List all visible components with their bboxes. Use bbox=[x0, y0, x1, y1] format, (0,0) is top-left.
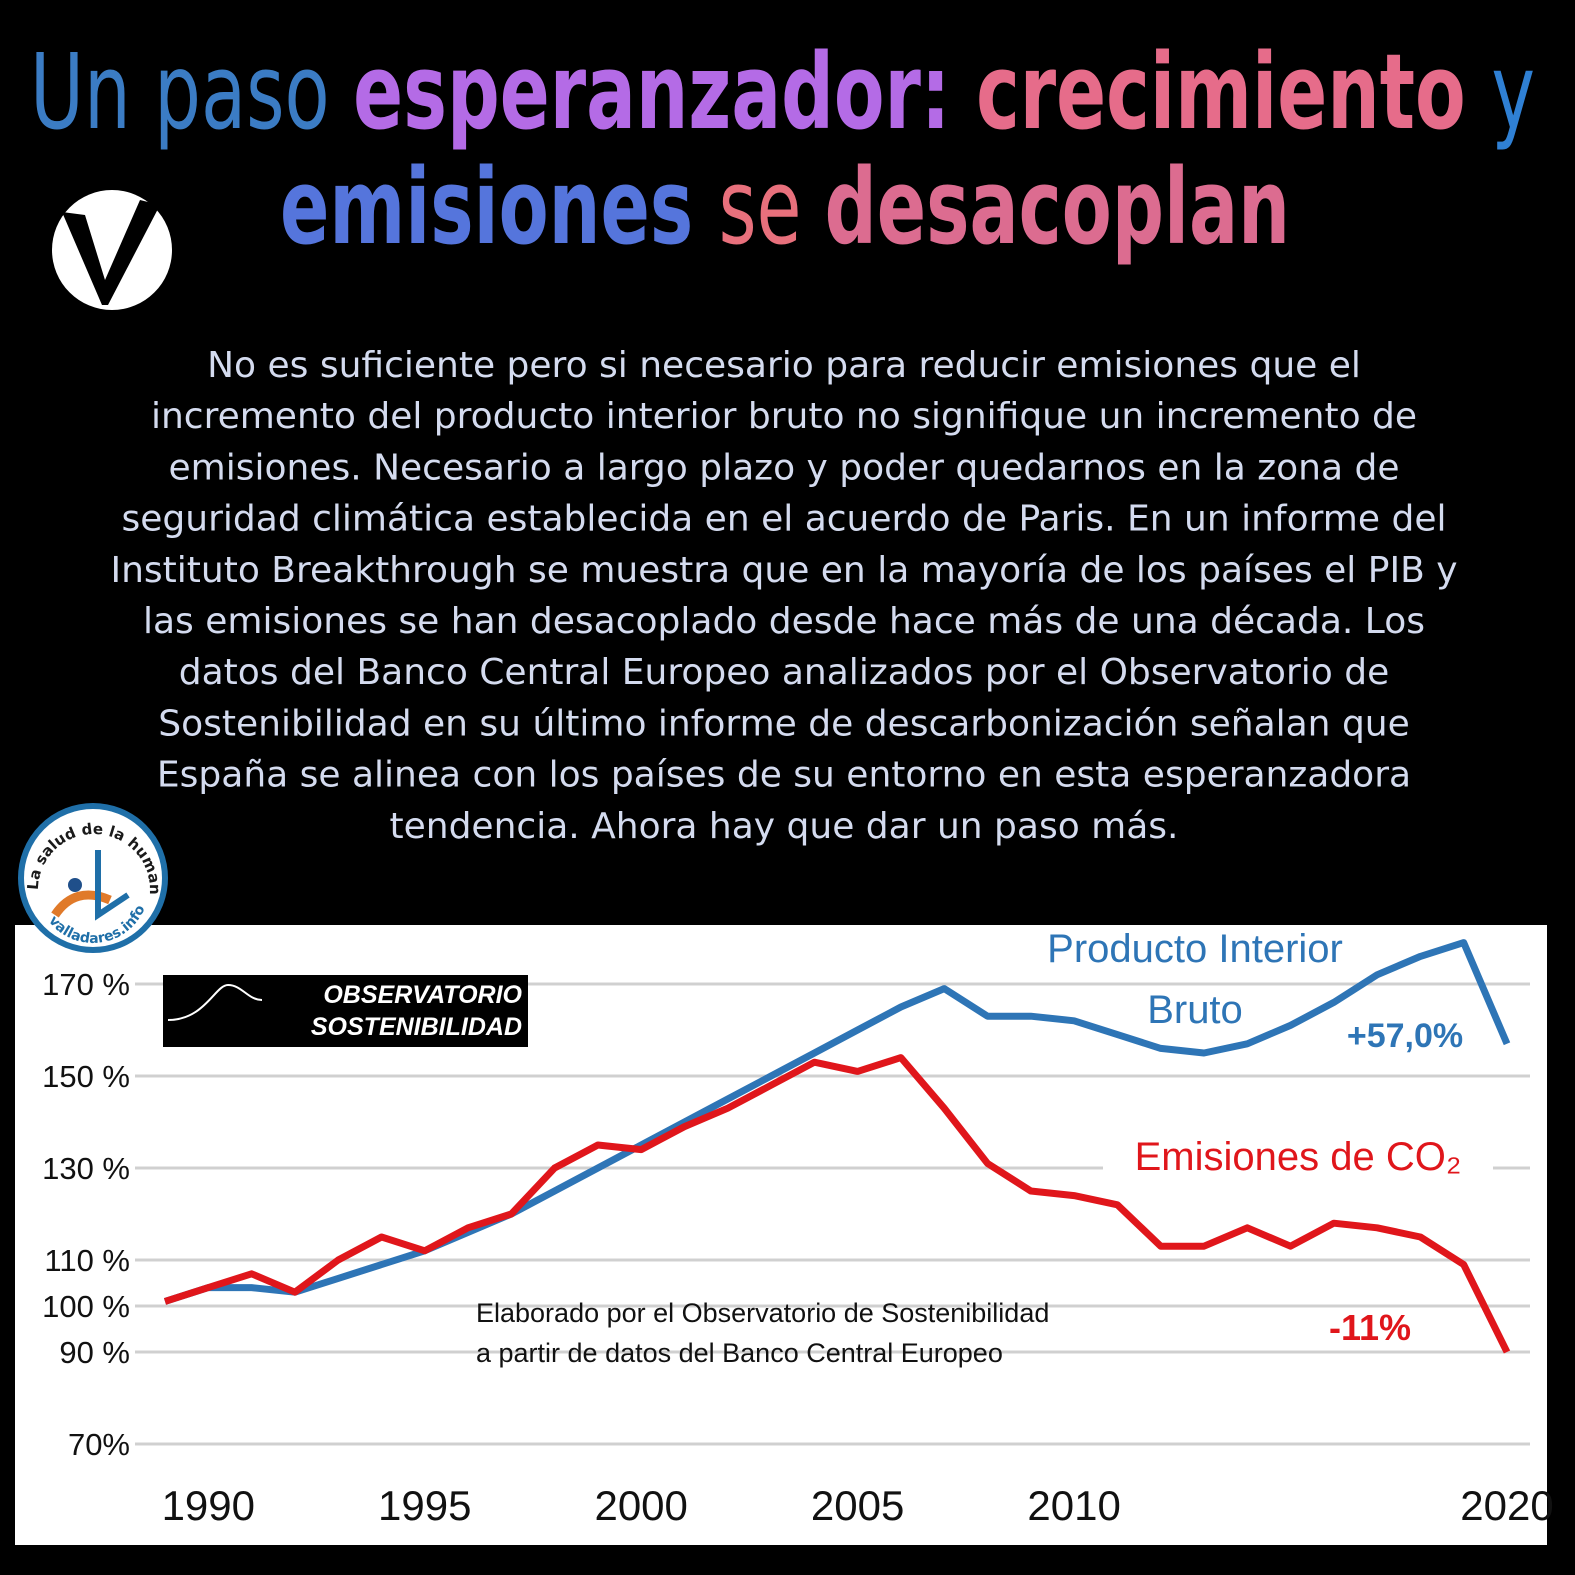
title-segment: y bbox=[1491, 31, 1535, 153]
x-tick-label: 1995 bbox=[378, 1482, 471, 1529]
series-line bbox=[163, 939, 1511, 1305]
v-logo bbox=[52, 190, 172, 310]
observatorio-logo: OBSERVATORIO SOSTENIBILIDAD bbox=[163, 975, 528, 1047]
badge-l bbox=[95, 850, 130, 921]
y-tick-label: 90 % bbox=[59, 1335, 130, 1370]
badge-arc bbox=[51, 890, 112, 918]
annotation: +57,0% bbox=[1347, 1017, 1463, 1055]
annotation: a partir de datos del Banco Central Euro… bbox=[476, 1338, 1003, 1368]
title-line: Un paso esperanzador: crecimiento y bbox=[30, 31, 1535, 153]
logo-text: OBSERVATORIO bbox=[323, 981, 522, 1009]
body-line: datos del Banco Central Europeo analizad… bbox=[179, 652, 1389, 693]
x-tick-label: 2005 bbox=[811, 1482, 904, 1529]
x-tick-label: 2020 bbox=[1460, 1482, 1553, 1529]
body-line: incremento del producto interior bruto n… bbox=[151, 396, 1417, 437]
y-tick-label: 130 % bbox=[42, 1151, 130, 1186]
body-line: No es suficiente pero si necesario para … bbox=[207, 345, 1361, 386]
y-tick-label: 170 % bbox=[42, 967, 130, 1002]
body-line: seguridad climática establecida en el ac… bbox=[122, 499, 1447, 540]
logo-text: SOSTENIBILIDAD bbox=[311, 1013, 522, 1041]
logo-v bbox=[62, 200, 160, 305]
x-tick-label: 2010 bbox=[1027, 1482, 1120, 1529]
body-line: tendencia. Ahora hay que dar un paso más… bbox=[390, 806, 1179, 847]
annotation: Elaborado por el Observatorio de Sosteni… bbox=[476, 1298, 1049, 1328]
series-label: Producto Interior bbox=[1047, 927, 1343, 971]
body-line: emisiones. Necesario a largo plazo y pod… bbox=[168, 447, 1399, 488]
series-label: Emisiones de CO₂ bbox=[1135, 1135, 1462, 1179]
y-tick-label: 70% bbox=[68, 1427, 130, 1462]
annotation: -11% bbox=[1329, 1307, 1411, 1348]
label-bg bbox=[1103, 1128, 1493, 1190]
y-tick-label: 100 % bbox=[42, 1289, 130, 1324]
y-tick-label: 150 % bbox=[42, 1059, 130, 1094]
title-segment: esperanzador: bbox=[353, 31, 976, 153]
body-line: las emisiones se han desacoplado desde h… bbox=[143, 601, 1425, 642]
body-line: España se alinea con los países de su en… bbox=[157, 755, 1411, 796]
title-line: emisiones se desacoplan bbox=[280, 146, 1290, 268]
title-segment: Un paso bbox=[30, 31, 353, 153]
title-segment: se bbox=[719, 146, 825, 268]
series-label: Bruto bbox=[1147, 988, 1243, 1032]
x-tick-label: 1990 bbox=[162, 1482, 255, 1529]
logo-curve bbox=[167, 983, 263, 1021]
x-tick-label: 2000 bbox=[594, 1482, 687, 1529]
title-segment: emisiones bbox=[280, 146, 719, 268]
body-line: Instituto Breakthrough se muestra que en… bbox=[110, 550, 1457, 591]
title-segment: crecimiento bbox=[976, 31, 1491, 153]
y-tick-label: 110 % bbox=[44, 1243, 130, 1278]
body-line: Sostenibilidad en su último informe de d… bbox=[158, 703, 1410, 744]
badge-dot bbox=[68, 878, 82, 892]
title-segment: desacoplan bbox=[825, 146, 1290, 268]
series-line bbox=[163, 1054, 1511, 1354]
